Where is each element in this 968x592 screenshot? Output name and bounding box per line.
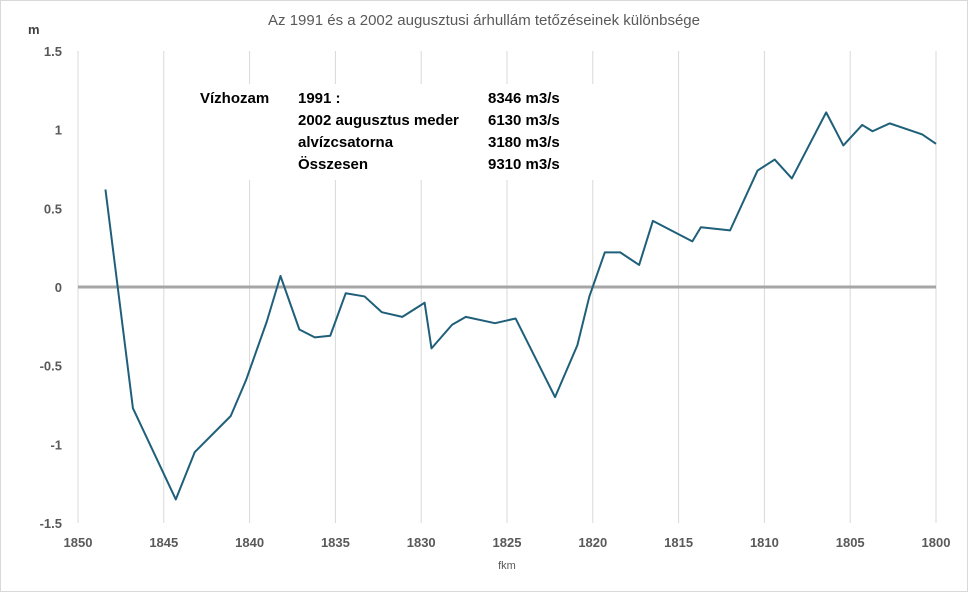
annotation-row-name: 1991 :: [298, 90, 341, 107]
x-tick-label: 1815: [664, 535, 693, 550]
y-tick-label: -0.5: [40, 359, 62, 374]
y-tick-label: 0: [55, 280, 62, 295]
y-tick-label: -1: [50, 437, 62, 452]
chart-title: Az 1991 és a 2002 augusztusi árhullám te…: [268, 12, 700, 29]
x-tick-label: 1850: [64, 535, 93, 550]
annotation-row-name: alvízcsatorna: [298, 134, 394, 151]
annotation-box: Vízhozam 1991 : 8346 m3/s 2002 augusztus…: [192, 84, 602, 180]
annotation-row-value: 9310 m3/s: [488, 156, 560, 173]
annotation-row-name: Összesen: [298, 156, 369, 173]
x-tick-label: 1805: [836, 535, 865, 550]
y-axis-unit: m: [28, 22, 40, 37]
annotation-row-value: 3180 m3/s: [488, 134, 560, 151]
y-tick-label: 1: [55, 123, 62, 138]
x-axis-label: fkm: [498, 560, 516, 572]
y-tick-label: 0.5: [44, 201, 62, 216]
x-tick-label: 1830: [407, 535, 436, 550]
x-tick-label: 1840: [235, 535, 264, 550]
annotation-row-value: 8346 m3/s: [488, 90, 560, 107]
x-tick-label: 1800: [922, 535, 951, 550]
x-tick-label: 1835: [321, 535, 350, 550]
annotation-row-value: 6130 m3/s: [488, 112, 560, 129]
y-tick-label: 1.5: [44, 44, 62, 59]
x-tick-label: 1845: [149, 535, 178, 550]
annotation-row-name: 2002 augusztus meder: [298, 112, 459, 129]
annotation-label: Vízhozam: [200, 90, 270, 107]
y-tick-label: -1.5: [40, 516, 62, 531]
x-tick-label: 1825: [493, 535, 522, 550]
x-tick-label: 1810: [750, 535, 779, 550]
x-tick-label: 1820: [578, 535, 607, 550]
